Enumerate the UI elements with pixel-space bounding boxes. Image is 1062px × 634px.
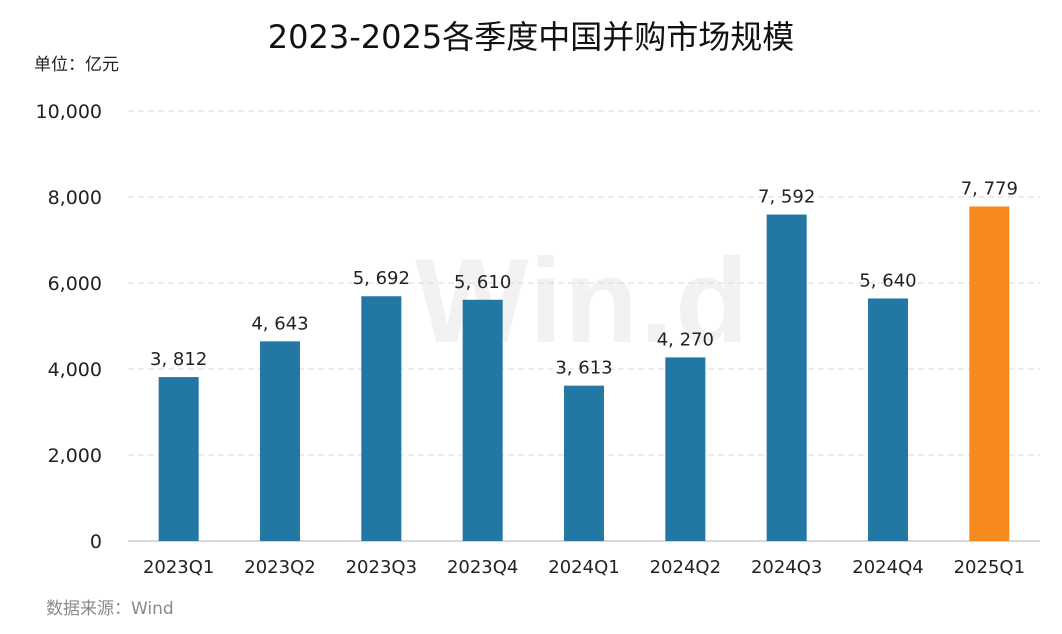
x-tick-label: 2024Q4 (852, 557, 923, 578)
data-label: 4, 643 (251, 313, 308, 334)
x-tick-label: 2025Q1 (954, 557, 1025, 578)
x-tick-label: 2024Q1 (548, 557, 619, 578)
data-label: 3, 812 (150, 349, 207, 370)
source-label: 数据来源：Wind (46, 599, 174, 619)
x-tick-label: 2023Q2 (244, 557, 315, 578)
bar (158, 377, 199, 541)
bar (564, 385, 604, 541)
x-tick-label: 2023Q1 (143, 557, 214, 578)
bar (361, 296, 402, 541)
data-label: 7, 779 (961, 179, 1018, 200)
bar (260, 341, 300, 541)
y-tick-label: 6,000 (48, 273, 102, 295)
y-tick-label: 8,000 (48, 187, 102, 209)
chart-title: 2023-2025各季度中国并购市场规模 (267, 18, 795, 56)
bar (969, 206, 1010, 542)
bar (665, 357, 706, 541)
y-tick-label: 4,000 (48, 359, 102, 381)
bar (868, 298, 908, 541)
y-tick-label: 10,000 (36, 101, 102, 123)
data-label: 3, 613 (555, 358, 612, 379)
data-label: 4, 270 (657, 329, 714, 350)
data-label: 7, 592 (758, 187, 815, 208)
x-tick-label: 2024Q2 (650, 557, 721, 578)
data-label: 5, 640 (859, 270, 916, 291)
x-tick-label: 2023Q4 (447, 557, 518, 578)
y-tick-label: 0 (90, 531, 102, 553)
x-tick-label: 2023Q3 (346, 557, 417, 578)
bar (462, 299, 503, 541)
y-tick-label: 2,000 (48, 445, 102, 467)
x-tick-label: 2024Q3 (751, 557, 822, 578)
bar (766, 214, 807, 541)
data-label: 5, 692 (353, 268, 410, 289)
unit-label: 单位：亿元 (34, 55, 119, 75)
data-label: 5, 610 (454, 272, 511, 293)
